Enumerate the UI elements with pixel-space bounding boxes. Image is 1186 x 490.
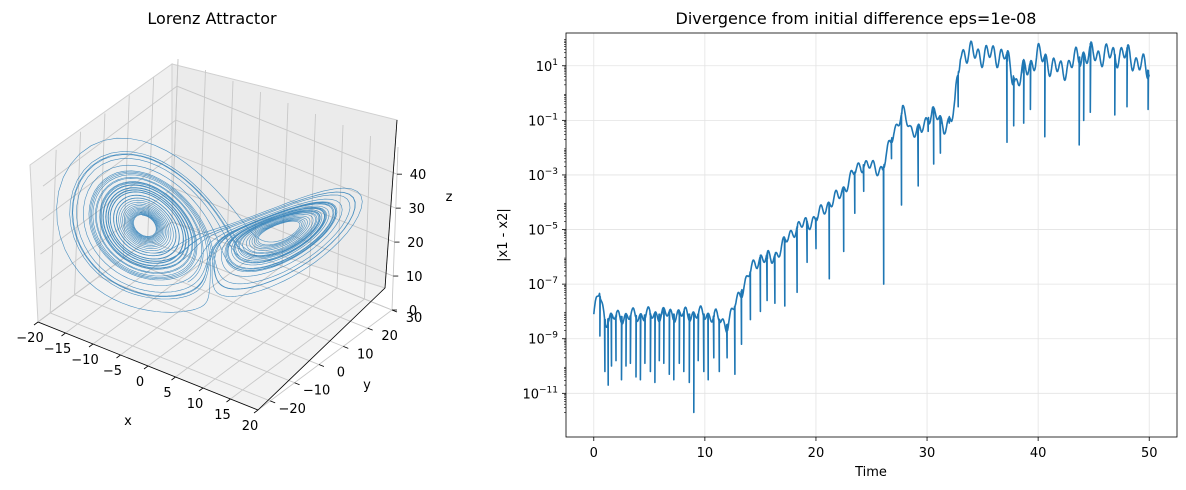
x-tick-label: 0 xyxy=(136,375,144,390)
x-tick-label: 15 xyxy=(214,408,231,423)
x-tick-label: 20 xyxy=(808,446,825,461)
y-tick-mark xyxy=(367,327,373,331)
x-tick-label: 40 xyxy=(1030,446,1047,461)
y-tick-label: 10 xyxy=(357,347,374,362)
y-tick-mark xyxy=(343,345,349,349)
x-tick-mark xyxy=(171,376,176,381)
y-tick-mark xyxy=(270,400,276,404)
x-axis-label: x xyxy=(124,414,132,429)
divergence-title: Divergence from initial difference eps=1… xyxy=(676,9,1037,28)
y-tick-label: −10 xyxy=(303,384,330,399)
y-tick-label: 10−7 xyxy=(528,276,558,293)
x-tick-mark xyxy=(226,398,231,403)
z-tick-label: 0 xyxy=(409,304,417,319)
x-tick-label: 5 xyxy=(163,386,171,401)
y-tick-label: 10−1 xyxy=(528,112,558,129)
y-tick-label: 10−9 xyxy=(528,331,558,348)
lorenz-title: Lorenz Attractor xyxy=(147,9,277,28)
y-tick-label: 10−5 xyxy=(528,222,558,239)
x-tick-label: 0 xyxy=(590,446,598,461)
y-tick-label: 30 xyxy=(406,311,423,326)
x-tick-mark xyxy=(198,387,204,392)
y-tick-label: 101 xyxy=(536,58,558,75)
grid-line-z xyxy=(40,153,395,255)
ticks-2d: 0 10 20 30 40 50 101 10−1 10−3 10−5 10−7 10−9 10−11 xyxy=(522,39,1158,461)
x-tick-mark xyxy=(88,343,94,348)
z-tick-label: 40 xyxy=(410,168,427,183)
x-tick-mark xyxy=(253,409,259,414)
z-tick-label: 20 xyxy=(407,236,424,251)
x-tick-label: −10 xyxy=(71,353,98,368)
y-tick-label: −20 xyxy=(278,402,305,417)
divergence-axes: Divergence from initial difference eps=1… xyxy=(496,9,1178,480)
x-tick-label: −5 xyxy=(103,364,122,379)
ticks-3d: −20−15−10−505101520−20−10010203001020304… xyxy=(16,168,426,434)
z-axis-label: z xyxy=(446,190,453,205)
x-tick-label: 50 xyxy=(1141,446,1158,461)
y-axis-label-diff: |x1 - x2| xyxy=(496,208,511,262)
y-tick-label: 10−11 xyxy=(522,385,558,402)
divergence-series xyxy=(593,40,1150,414)
grid-3d xyxy=(37,58,399,411)
x-tick-mark xyxy=(33,321,39,326)
y-axis-label: y xyxy=(363,378,371,393)
z-axis-line xyxy=(384,119,398,289)
y-tick-mark xyxy=(294,382,300,386)
grid-line-z xyxy=(41,119,396,221)
lorenz-3d-axes: Lorenz Attractor −20−15−10−505101520−20−… xyxy=(16,9,452,434)
x-tick-label: 20 xyxy=(242,419,259,434)
z-tick-label: 10 xyxy=(406,270,423,285)
lorenz-line xyxy=(56,137,363,313)
y-axis-line xyxy=(257,287,386,411)
x-tick-mark xyxy=(116,354,121,359)
x-tick-mark xyxy=(61,332,66,337)
x-tick-mark xyxy=(143,365,149,370)
y-tick-mark xyxy=(318,364,325,367)
x-tick-label: 10 xyxy=(697,446,714,461)
lorenz-trajectory xyxy=(56,137,363,313)
x-tick-label: −20 xyxy=(16,331,43,346)
x-axis-label-time: Time xyxy=(854,465,887,480)
y-tick-label: 10−3 xyxy=(528,167,558,184)
x-tick-label: 30 xyxy=(919,446,936,461)
grid-2d xyxy=(566,33,1177,437)
x-tick-label: −15 xyxy=(44,342,71,357)
divergence-line xyxy=(593,40,1150,414)
plot-frame xyxy=(565,32,1178,438)
z-tick-label: 30 xyxy=(408,202,425,217)
y-tick-label: 20 xyxy=(381,329,398,344)
x-tick-label: 10 xyxy=(187,397,204,412)
grid-line-z xyxy=(42,85,398,187)
y-tick-label: 0 xyxy=(337,366,345,381)
